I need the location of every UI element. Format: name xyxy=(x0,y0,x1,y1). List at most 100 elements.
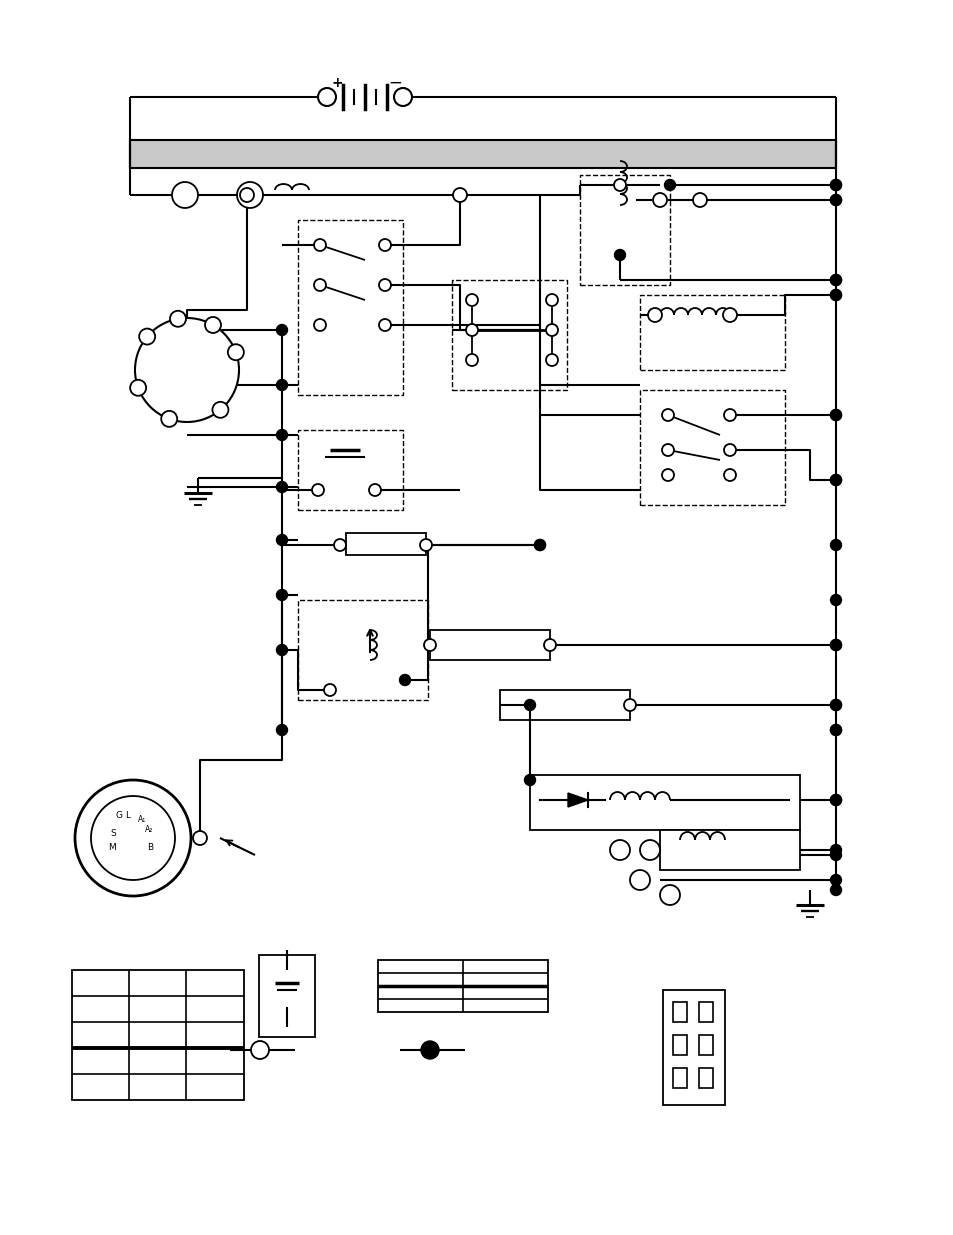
Bar xyxy=(659,830,800,869)
Circle shape xyxy=(647,308,661,322)
Circle shape xyxy=(830,884,841,895)
Circle shape xyxy=(465,294,477,306)
Circle shape xyxy=(723,445,735,456)
Circle shape xyxy=(623,699,636,711)
Circle shape xyxy=(545,324,558,336)
Circle shape xyxy=(276,325,287,336)
Text: −: − xyxy=(388,74,401,91)
Circle shape xyxy=(251,1041,269,1058)
Circle shape xyxy=(423,638,436,651)
Circle shape xyxy=(830,179,841,190)
Circle shape xyxy=(394,88,412,106)
Circle shape xyxy=(830,594,841,605)
Circle shape xyxy=(661,469,673,480)
Circle shape xyxy=(276,535,287,546)
Bar xyxy=(346,534,426,555)
Text: S: S xyxy=(110,829,115,837)
Circle shape xyxy=(830,845,841,856)
Circle shape xyxy=(661,445,673,456)
Circle shape xyxy=(830,274,841,285)
Circle shape xyxy=(378,279,391,291)
Text: L: L xyxy=(126,811,131,820)
Circle shape xyxy=(830,289,841,300)
Circle shape xyxy=(172,182,198,207)
Circle shape xyxy=(664,179,675,190)
Circle shape xyxy=(276,645,287,656)
Bar xyxy=(699,1002,712,1023)
Circle shape xyxy=(639,840,659,860)
Circle shape xyxy=(629,869,649,890)
Bar xyxy=(499,690,629,720)
Circle shape xyxy=(830,540,841,551)
Polygon shape xyxy=(567,793,587,806)
Circle shape xyxy=(161,411,177,427)
Circle shape xyxy=(723,469,735,480)
Circle shape xyxy=(830,289,841,300)
Bar xyxy=(699,1035,712,1055)
Circle shape xyxy=(130,380,146,395)
Circle shape xyxy=(545,294,558,306)
Circle shape xyxy=(465,324,477,336)
Circle shape xyxy=(276,482,287,493)
Circle shape xyxy=(213,401,228,417)
Circle shape xyxy=(830,874,841,885)
Text: M: M xyxy=(108,842,115,851)
Circle shape xyxy=(139,329,155,345)
Circle shape xyxy=(420,1041,438,1058)
Circle shape xyxy=(661,409,673,421)
Circle shape xyxy=(830,850,841,861)
Circle shape xyxy=(543,638,556,651)
Circle shape xyxy=(236,182,263,207)
Circle shape xyxy=(652,193,666,207)
Circle shape xyxy=(314,319,326,331)
Circle shape xyxy=(276,430,287,441)
Bar xyxy=(530,776,800,830)
Bar xyxy=(662,990,724,1105)
Bar xyxy=(297,430,402,510)
Circle shape xyxy=(692,193,706,207)
Circle shape xyxy=(830,794,841,805)
Circle shape xyxy=(91,797,174,881)
Circle shape xyxy=(830,640,841,651)
Circle shape xyxy=(378,319,391,331)
Circle shape xyxy=(312,484,324,496)
Circle shape xyxy=(75,781,191,897)
Circle shape xyxy=(170,311,186,327)
Circle shape xyxy=(314,240,326,251)
Circle shape xyxy=(830,699,841,710)
Circle shape xyxy=(276,589,287,600)
Text: A₁: A₁ xyxy=(138,815,146,825)
Text: A₂: A₂ xyxy=(145,825,153,835)
Circle shape xyxy=(830,725,841,736)
Circle shape xyxy=(614,179,625,191)
Circle shape xyxy=(534,540,545,551)
Circle shape xyxy=(228,345,244,361)
Bar xyxy=(297,220,402,395)
Bar xyxy=(452,280,566,390)
Circle shape xyxy=(830,794,841,805)
Circle shape xyxy=(378,240,391,251)
Circle shape xyxy=(193,831,207,845)
Bar xyxy=(579,175,669,285)
Circle shape xyxy=(524,774,535,785)
Circle shape xyxy=(830,474,841,485)
Circle shape xyxy=(830,474,841,485)
Circle shape xyxy=(722,308,737,322)
Circle shape xyxy=(453,188,467,203)
Circle shape xyxy=(609,840,629,860)
Circle shape xyxy=(830,194,841,205)
Circle shape xyxy=(324,684,335,697)
Bar xyxy=(130,140,835,168)
Circle shape xyxy=(276,725,287,736)
Circle shape xyxy=(524,699,535,710)
Circle shape xyxy=(419,538,432,551)
Bar xyxy=(672,1035,686,1055)
Circle shape xyxy=(830,179,841,190)
Circle shape xyxy=(240,188,253,203)
Bar xyxy=(699,1068,712,1088)
Circle shape xyxy=(369,484,380,496)
Circle shape xyxy=(830,410,841,420)
Bar xyxy=(430,630,550,659)
Circle shape xyxy=(205,317,221,333)
Text: B: B xyxy=(147,842,152,851)
